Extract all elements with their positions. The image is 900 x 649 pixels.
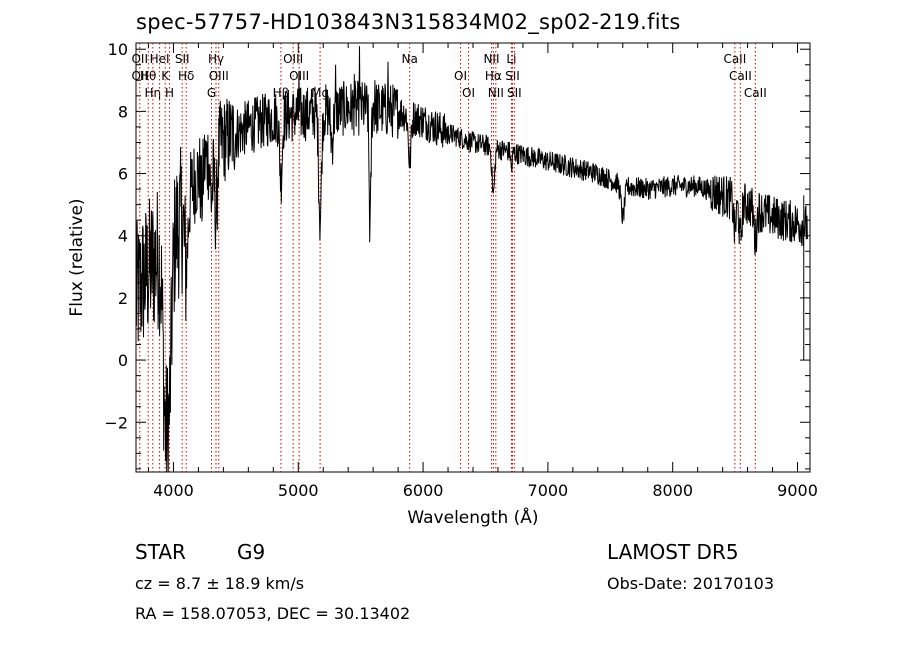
- line-marker-label: SII: [505, 69, 520, 83]
- line-marker-label: NII: [483, 52, 499, 66]
- y-axis-label: Flux (relative): [67, 198, 87, 316]
- line-marker-label: OII: [131, 69, 148, 83]
- object-subclass: G9: [237, 540, 266, 564]
- line-marker-label: Hδ: [178, 69, 194, 83]
- sky-coordinates: RA = 158.07053, DEC = 30.13402: [135, 604, 411, 623]
- y-tick-label: 8: [118, 102, 128, 121]
- y-tick-label: 0: [118, 351, 128, 370]
- line-marker-label: Hα: [485, 69, 502, 83]
- x-tick-label: 6000: [403, 481, 444, 500]
- y-tick-label: 4: [118, 227, 128, 246]
- y-tick-label: 10: [108, 40, 128, 59]
- line-marker-label: SII: [507, 86, 522, 100]
- line-marker-label: H: [165, 86, 174, 100]
- line-marker-label: HeI: [150, 52, 170, 66]
- plot-frame: [135, 42, 811, 473]
- x-axis-label: Wavelength (Å): [407, 506, 538, 528]
- line-marker-label: OII: [131, 52, 148, 66]
- line-marker-label: NII: [488, 86, 504, 100]
- chart-title: spec-57757-HD103843N315834M02_sp02-219.f…: [136, 10, 681, 34]
- x-tick-label: 4000: [153, 481, 194, 500]
- line-marker-label: OI: [454, 69, 467, 83]
- line-marker-label: Hθ: [140, 69, 156, 83]
- line-marker-label: Hη: [145, 86, 162, 100]
- observation-date: Obs-Date: 20170103: [607, 574, 775, 593]
- spectrum-line: [135, 46, 808, 473]
- line-marker-label: OI: [462, 86, 475, 100]
- object-class: STAR: [135, 540, 186, 564]
- survey-name: LAMOST DR5: [607, 540, 739, 564]
- line-marker-label: CaII: [744, 86, 767, 100]
- y-tick-label: −2: [104, 413, 128, 432]
- redshift-velocity: cz = 8.7 ± 18.9 km/s: [135, 574, 305, 593]
- x-tick-label: 9000: [777, 481, 818, 500]
- line-marker-label: Hγ: [208, 52, 224, 66]
- line-marker-label: OIII: [283, 52, 303, 66]
- x-tick-label: 7000: [528, 481, 569, 500]
- y-tick-label: 2: [118, 289, 128, 308]
- line-marker-label: Li: [506, 52, 516, 66]
- line-marker-label: Na: [402, 52, 418, 66]
- line-marker-label: CaII: [723, 52, 746, 66]
- x-tick-label: 5000: [278, 481, 319, 500]
- line-marker-label: SII: [175, 52, 190, 66]
- line-marker-label: CaII: [729, 69, 752, 83]
- line-marker-label: G: [207, 86, 216, 100]
- x-tick-label: 8000: [652, 481, 693, 500]
- y-tick-label: 6: [118, 165, 128, 184]
- line-marker-label: OIII: [209, 69, 229, 83]
- line-marker-label: K: [161, 69, 170, 83]
